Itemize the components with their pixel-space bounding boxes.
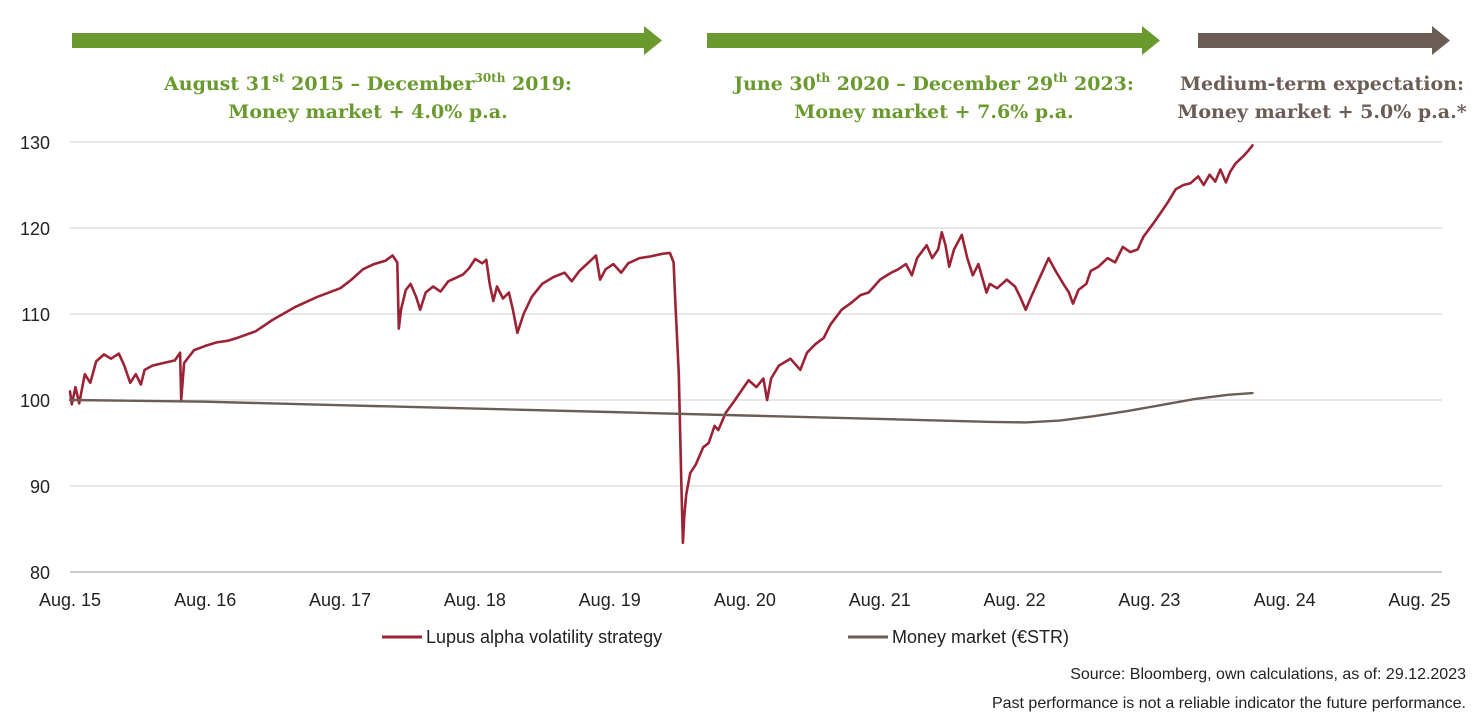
series-lines bbox=[68, 144, 1254, 545]
x-tick-label: Aug. 21 bbox=[849, 590, 911, 610]
x-tick-label: Aug. 19 bbox=[579, 590, 641, 610]
period-arrow-1 bbox=[72, 26, 662, 55]
y-tick-label: 90 bbox=[30, 477, 50, 497]
period-2-heading: June 30th 2020 – December 29th 2023: bbox=[732, 71, 1134, 95]
series-line-money-market bbox=[68, 391, 1254, 424]
y-tick-label: 100 bbox=[20, 391, 50, 411]
period-1-subheading: Money market + 4.0% p.a. bbox=[228, 101, 507, 123]
period-2-subheading: Money market + 7.6% p.a. bbox=[794, 101, 1073, 123]
y-tick-label: 80 bbox=[30, 563, 50, 583]
period-arrow-2 bbox=[707, 26, 1160, 55]
period-3-heading: Medium-term expectation: bbox=[1180, 73, 1464, 95]
x-tick-label: Aug. 15 bbox=[39, 590, 101, 610]
x-tick-label: Aug. 22 bbox=[984, 590, 1046, 610]
x-tick-label: Aug. 23 bbox=[1118, 590, 1180, 610]
x-tick-label: Aug. 20 bbox=[714, 590, 776, 610]
period-arrow-3 bbox=[1198, 26, 1450, 55]
period-1-heading: August 31st 2015 – December30th 2019: bbox=[163, 71, 572, 95]
x-axis-ticks: Aug. 15 Aug. 16 Aug. 17 Aug. 18 Aug. 19 Aug. … bbox=[39, 590, 1451, 610]
series-line-volatility-strategy bbox=[68, 144, 1254, 545]
y-tick-label: 110 bbox=[21, 305, 50, 325]
x-tick-label: Aug. 17 bbox=[309, 590, 371, 610]
x-tick-label: Aug. 25 bbox=[1388, 590, 1450, 610]
y-tick-label: 120 bbox=[20, 219, 50, 239]
grid-lines bbox=[70, 141, 1442, 573]
legend: Lupus alpha volatility strategy Money ma… bbox=[382, 627, 1069, 647]
legend-label-money-market: Money market (€STR) bbox=[892, 627, 1069, 647]
disclaimer-note: Past performance is not a reliable indic… bbox=[992, 695, 1466, 712]
x-tick-label: Aug. 18 bbox=[444, 590, 506, 610]
source-note: Source: Bloomberg, own calculations, as … bbox=[1070, 666, 1466, 683]
x-tick-label: Aug. 24 bbox=[1254, 590, 1316, 610]
y-tick-label: 130 bbox=[20, 133, 50, 153]
period-3-subheading: Money market + 5.0% p.a.* bbox=[1177, 101, 1466, 123]
x-tick-label: Aug. 16 bbox=[174, 590, 236, 610]
legend-label-volatility-strategy: Lupus alpha volatility strategy bbox=[426, 627, 662, 647]
y-axis-ticks: 130 120 110 100 90 80 bbox=[20, 133, 50, 583]
